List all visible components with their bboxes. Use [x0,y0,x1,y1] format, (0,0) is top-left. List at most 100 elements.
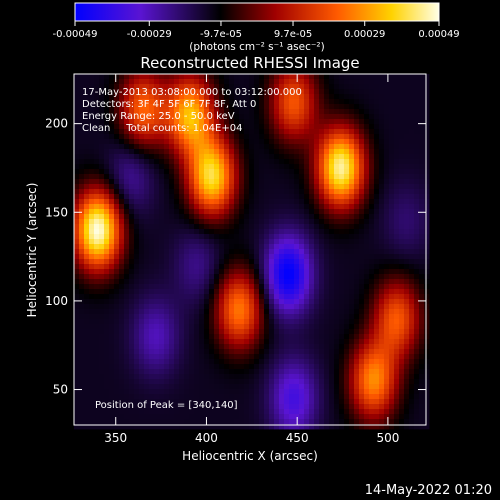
heatmap-cell [244,409,250,415]
heatmap-cell [179,304,185,310]
heatmap-cell [94,379,100,385]
heatmap-cell [349,324,355,330]
heatmap-cell [199,329,205,335]
heatmap-cell [359,144,365,150]
heatmap-cell [274,334,280,340]
heatmap-cell [134,414,140,420]
heatmap-cell [399,319,405,325]
heatmap-cell [254,204,260,210]
heatmap-cell [149,399,155,405]
heatmap-cell [414,144,420,150]
heatmap-cell [169,74,175,80]
heatmap-cell [344,244,350,250]
heatmap-cell [179,94,185,100]
heatmap-cell [129,129,135,135]
heatmap-cell [124,339,130,345]
heatmap-cell [289,134,295,140]
heatmap-cell [344,209,350,215]
heatmap-cell [139,209,145,215]
heatmap-cell [119,344,125,350]
heatmap-cell [134,164,140,170]
heatmap-cell [259,209,265,215]
heatmap-cell [299,209,305,215]
heatmap-cell [269,149,275,155]
heatmap-cell [79,234,85,240]
heatmap-cell [344,259,350,265]
heatmap-cell [304,399,310,405]
heatmap-cell [119,89,125,95]
heatmap-cell [99,109,105,115]
heatmap-cell [244,129,250,135]
heatmap-cell [329,219,335,225]
heatmap-cell [254,74,260,80]
heatmap-cell [304,224,310,230]
heatmap-cell [304,329,310,335]
heatmap-cell [269,244,275,250]
heatmap-cell [134,274,140,280]
heatmap-cell [109,384,115,390]
heatmap-cell [404,414,410,420]
heatmap-cell [149,149,155,155]
heatmap-cell [244,104,250,110]
heatmap-cell [189,134,195,140]
heatmap-cell [379,249,385,255]
heatmap-cell [274,89,280,95]
heatmap-cell [254,374,260,380]
heatmap-cell [349,249,355,255]
heatmap-cell [384,164,390,170]
heatmap-cell [324,414,330,420]
heatmap-cell [229,369,235,375]
heatmap-cell [119,199,125,205]
heatmap-cell [414,309,420,315]
heatmap-cell [369,159,375,165]
heatmap-cell [129,284,135,290]
heatmap-cell [369,314,375,320]
heatmap-cell [74,244,80,250]
heatmap-cell [249,84,255,90]
heatmap-cell [354,324,360,330]
heatmap-cell [109,199,115,205]
heatmap-cell [164,74,170,80]
heatmap-cell [104,174,110,180]
heatmap-cell [304,304,310,310]
heatmap-cell [74,154,80,160]
heatmap-cell [169,219,175,225]
heatmap-cell [244,94,250,100]
heatmap-cell [189,239,195,245]
heatmap-cell [79,414,85,420]
heatmap-cell [194,134,200,140]
heatmap-cell [369,344,375,350]
heatmap-cell [169,224,175,230]
heatmap-cell [249,299,255,305]
heatmap-cell [219,79,225,85]
heatmap-cell [284,159,290,165]
heatmap-cell [79,404,85,410]
heatmap-cell [194,419,200,425]
heatmap-cell [414,254,420,260]
heatmap-cell [104,214,110,220]
heatmap-cell [399,174,405,180]
heatmap-cell [264,209,270,215]
heatmap-cell [389,209,395,215]
heatmap-cell [109,279,115,285]
heatmap-cell [414,209,420,215]
heatmap-cell [234,364,240,370]
heatmap-cell [399,349,405,355]
heatmap-cell [259,74,265,80]
heatmap-cell [404,334,410,340]
heatmap-cell [74,114,80,120]
heatmap-cell [264,314,270,320]
heatmap-cell [414,244,420,250]
heatmap-cell [214,119,220,125]
heatmap-cell [354,164,360,170]
heatmap-cell [399,149,405,155]
heatmap-cell [289,149,295,155]
heatmap-cell [94,369,100,375]
heatmap-cell [149,249,155,255]
heatmap-cell [114,394,120,400]
heatmap-cell [234,409,240,415]
heatmap-cell [179,389,185,395]
heatmap-cell [304,119,310,125]
heatmap-cell [214,234,220,240]
heatmap-cell [334,294,340,300]
